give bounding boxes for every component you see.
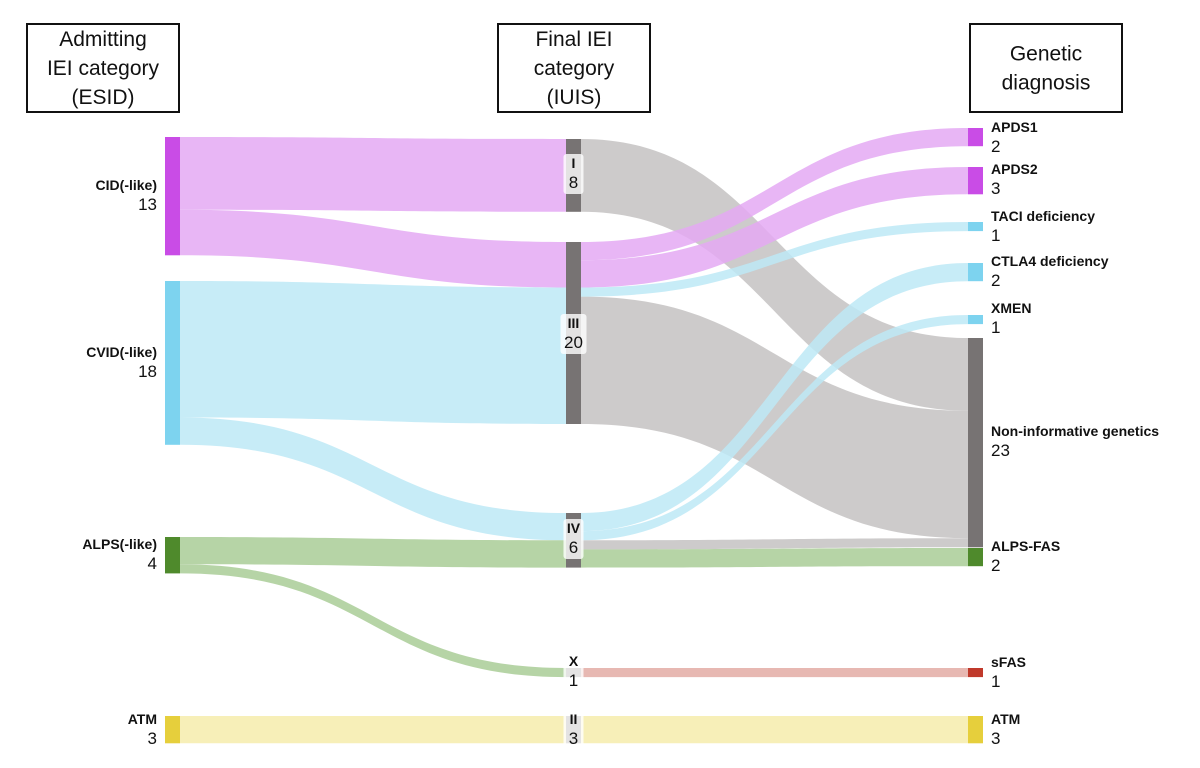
label-III — [560, 314, 587, 354]
label-ctla4-count: 2 — [991, 271, 1000, 290]
label-cvid-count: 18 — [138, 362, 157, 381]
header-final: Final IEI category (IUIS) — [497, 23, 651, 113]
header-genetic: Genetic diagnosis — [969, 23, 1123, 113]
label-I-name: I — [572, 155, 576, 171]
label-noninf-count: 23 — [991, 441, 1010, 460]
label-taci-count: 1 — [991, 226, 1000, 245]
label-noninf-name: Non-informative genetics — [991, 423, 1159, 439]
flow-cid-III — [180, 209, 566, 288]
label-apds1-count: 2 — [991, 137, 1000, 156]
header-admitting-line: IEI category — [47, 57, 160, 80]
header-final-line: category — [534, 57, 615, 80]
label-apds2-count: 3 — [991, 179, 1000, 198]
label-atm-name: ATM — [128, 711, 157, 727]
label-X-count: 1 — [569, 671, 578, 690]
label-III-backdrop — [560, 314, 587, 354]
header-admitting-box — [26, 23, 180, 113]
label-II-name: II — [570, 711, 578, 727]
label-X — [563, 652, 584, 692]
node-alpsfas[interactable] — [968, 548, 983, 567]
label-xmen-name: XMEN — [991, 300, 1031, 316]
node-cvid[interactable] — [165, 281, 180, 445]
flow-II-atm — [581, 716, 968, 744]
node-cid[interactable] — [165, 137, 180, 256]
flow-IV-ctla4 — [581, 263, 968, 532]
node-apds1[interactable] — [968, 128, 983, 147]
label-cid-name: CID(-like) — [96, 177, 157, 193]
label-xmen-count: 1 — [991, 318, 1000, 337]
node-noninf[interactable] — [968, 338, 983, 548]
node-ctla4[interactable] — [968, 263, 983, 282]
header-admitting-line: (ESID) — [72, 86, 135, 109]
label-I-backdrop — [563, 154, 584, 194]
label-apds1-name: APDS1 — [991, 119, 1038, 135]
flow-atm-II — [180, 716, 566, 744]
label-cid-count: 13 — [138, 195, 157, 214]
label-alps-count: 4 — [148, 554, 157, 573]
flow-X-sfas — [581, 668, 968, 678]
flow-III-apds2 — [581, 167, 968, 288]
flow-III-taci — [581, 222, 968, 297]
node-taci[interactable] — [968, 222, 983, 232]
header-genetic-line: diagnosis — [1002, 72, 1091, 95]
node-sfas[interactable] — [968, 668, 983, 678]
label-IV-backdrop — [563, 519, 584, 559]
node-alps[interactable] — [165, 537, 180, 574]
flow-alps-IV — [180, 537, 566, 568]
flow-cvid-IV — [180, 417, 566, 541]
label-I-count: 8 — [569, 173, 578, 192]
label-alpsfas-count: 2 — [991, 556, 1000, 575]
label-sfas-count: 1 — [991, 672, 1000, 691]
flow-links — [180, 128, 968, 744]
label-alps-name: ALPS(-like) — [82, 536, 157, 552]
label-taci-name: TACI deficiency — [991, 208, 1095, 224]
node-labels: CID(-like)13CVID(-like)18ALPS(-like)4ATM… — [82, 119, 1159, 750]
header-final-line: (IUIS) — [547, 86, 602, 109]
header-genetic-line: Genetic — [1010, 43, 1082, 66]
flow-III-noninf — [581, 296, 968, 539]
label-atm_r-name: ATM — [991, 711, 1020, 727]
label-III-name: III — [568, 315, 580, 331]
node-atm_r[interactable] — [968, 716, 983, 744]
label-X-backdrop — [563, 652, 584, 692]
label-IV-name: IV — [567, 520, 581, 536]
label-II-backdrop — [563, 710, 584, 750]
header-admitting: Admitting IEI category (ESID) — [26, 23, 180, 113]
flow-III-apds1 — [581, 128, 968, 261]
header-genetic-box — [969, 23, 1123, 113]
flow-alps-X — [180, 564, 566, 678]
header-final-box — [497, 23, 651, 113]
label-apds2-name: APDS2 — [991, 161, 1038, 177]
label-atm_r-count: 3 — [991, 729, 1000, 748]
label-I — [563, 154, 584, 194]
flow-IV-alpsfas — [581, 548, 968, 568]
label-X-name: X — [569, 653, 579, 669]
label-III-count: 20 — [564, 333, 583, 352]
header-final-line: Final IEI — [535, 28, 612, 51]
label-alpsfas-name: ALPS-FAS — [991, 538, 1060, 554]
header-admitting-line: Admitting — [59, 28, 147, 51]
node-atm[interactable] — [165, 716, 180, 744]
label-sfas-name: sFAS — [991, 654, 1026, 670]
label-cvid-name: CVID(-like) — [86, 344, 157, 360]
label-II-count: 3 — [569, 729, 578, 748]
label-IV-count: 6 — [569, 538, 578, 557]
flow-IV-xmen — [581, 315, 968, 541]
label-atm-count: 3 — [148, 729, 157, 748]
flow-cid-I — [180, 137, 566, 212]
flow-cvid-III — [180, 281, 566, 424]
flow-IV-noninf — [581, 538, 968, 550]
label-IV — [563, 519, 584, 559]
column-headers: Admitting IEI category (ESID) Final IEI cate… — [26, 23, 1123, 113]
label-II — [563, 710, 584, 750]
node-apds2[interactable] — [968, 167, 983, 195]
node-xmen[interactable] — [968, 315, 983, 325]
label-ctla4-name: CTLA4 deficiency — [991, 253, 1109, 269]
